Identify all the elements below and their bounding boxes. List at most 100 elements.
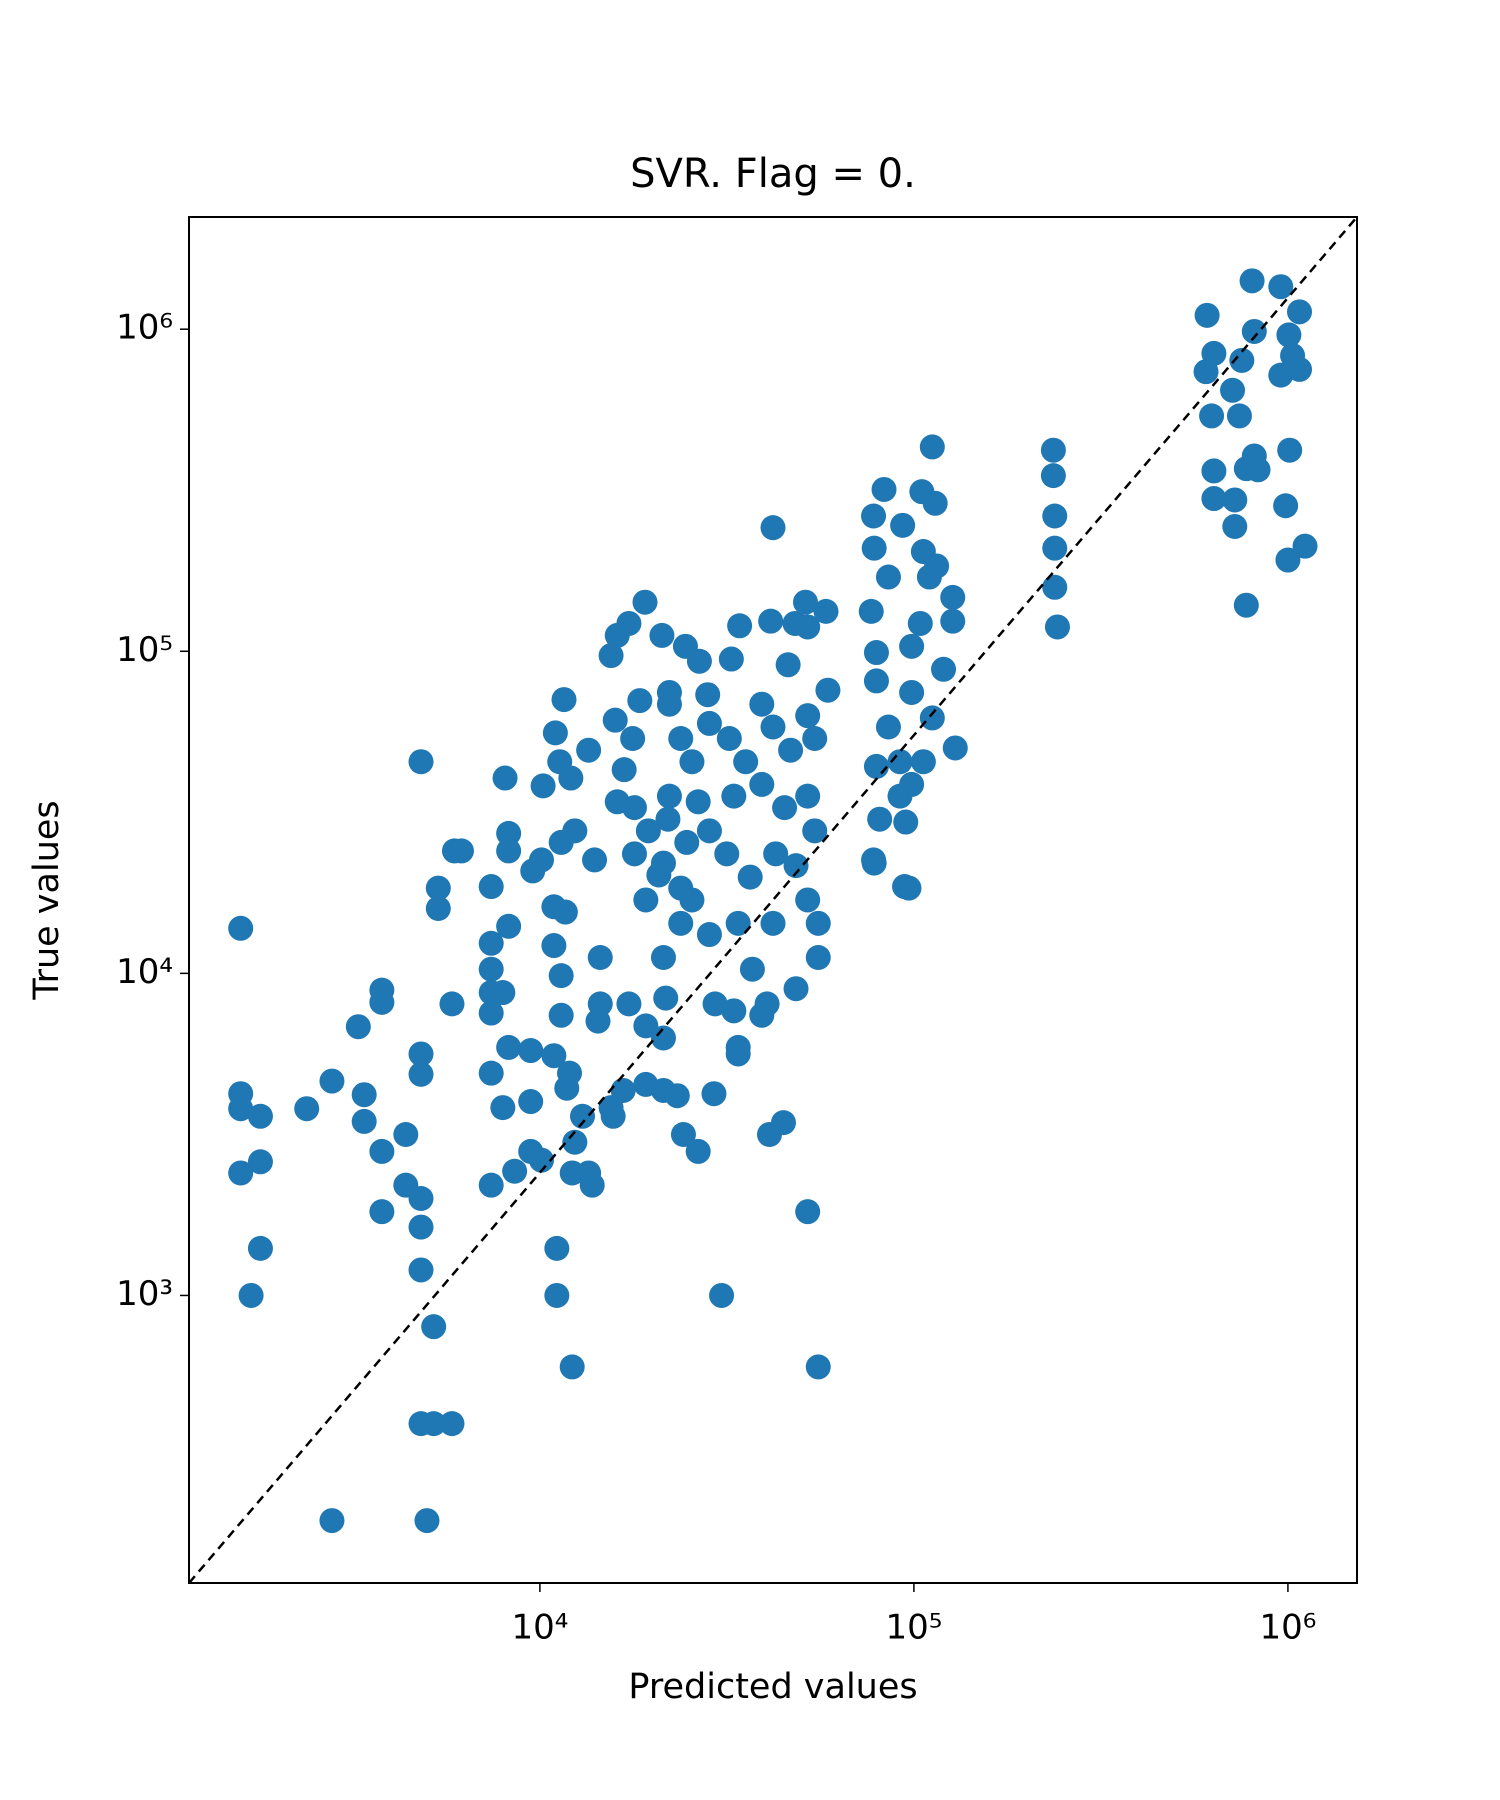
point — [490, 980, 516, 1006]
point — [670, 1122, 696, 1148]
point — [940, 608, 966, 634]
point — [749, 691, 775, 717]
point — [739, 956, 765, 982]
point — [802, 726, 828, 752]
point — [813, 598, 839, 624]
point — [1241, 443, 1267, 469]
point — [805, 945, 831, 971]
point — [502, 1158, 528, 1184]
point — [656, 679, 682, 705]
point — [910, 749, 936, 775]
point — [763, 841, 789, 867]
point — [1044, 614, 1070, 640]
point — [1201, 486, 1227, 512]
point — [695, 682, 721, 708]
point — [602, 707, 628, 733]
point — [351, 1108, 377, 1134]
point — [1222, 487, 1248, 513]
point — [805, 910, 831, 936]
point — [1042, 535, 1068, 561]
point — [714, 841, 740, 867]
point — [425, 875, 451, 901]
point — [635, 818, 661, 844]
point — [650, 850, 676, 876]
point — [685, 789, 711, 815]
point — [351, 1082, 377, 1108]
point — [760, 714, 786, 740]
point — [319, 1508, 345, 1534]
point — [795, 703, 821, 729]
point — [1233, 592, 1259, 618]
point — [931, 656, 957, 682]
point — [760, 910, 786, 936]
point — [802, 818, 828, 844]
point — [490, 1095, 516, 1121]
point — [861, 847, 887, 873]
point — [439, 1411, 465, 1437]
point — [408, 1041, 434, 1067]
point — [696, 922, 722, 948]
point — [478, 956, 504, 982]
point — [672, 633, 698, 659]
point — [1273, 493, 1299, 519]
point — [610, 1077, 636, 1103]
point — [668, 910, 694, 936]
point — [887, 749, 913, 775]
point — [875, 714, 901, 740]
point — [942, 735, 968, 761]
point — [369, 1138, 395, 1164]
point — [1220, 377, 1246, 403]
point — [492, 765, 518, 791]
point — [369, 989, 395, 1015]
point — [496, 838, 522, 864]
point — [871, 476, 897, 502]
point — [899, 679, 925, 705]
point — [541, 1043, 567, 1069]
point — [1229, 347, 1255, 373]
point — [858, 598, 884, 624]
point — [616, 610, 642, 636]
point — [633, 1013, 659, 1039]
point — [775, 652, 801, 678]
point — [408, 1214, 434, 1240]
point — [795, 1199, 821, 1225]
point — [770, 1110, 796, 1136]
y-tick-label: 10⁴ — [116, 952, 173, 992]
point — [679, 749, 705, 775]
point — [924, 553, 950, 579]
point — [749, 771, 775, 797]
point — [228, 1160, 254, 1186]
point — [496, 1034, 522, 1060]
point — [758, 608, 784, 634]
point — [861, 503, 887, 529]
point — [1040, 437, 1066, 463]
point — [1199, 403, 1225, 429]
point — [576, 737, 602, 763]
plot-frame — [188, 216, 1358, 1584]
point — [478, 874, 504, 900]
point — [649, 622, 675, 648]
point — [562, 818, 588, 844]
point — [650, 945, 676, 971]
point — [1222, 513, 1248, 539]
point — [861, 535, 887, 561]
point — [228, 1096, 254, 1122]
point — [478, 1172, 504, 1198]
point — [585, 1008, 611, 1034]
y-tick-label: 10⁵ — [116, 630, 173, 670]
point — [541, 933, 567, 959]
point — [439, 991, 465, 1017]
point — [247, 1235, 273, 1261]
x-tick-label: 10⁶ — [1259, 1608, 1316, 1648]
point — [899, 633, 925, 659]
point — [496, 913, 522, 939]
point — [940, 584, 966, 610]
point — [907, 610, 933, 636]
point — [1193, 359, 1219, 385]
point — [247, 1103, 273, 1129]
y-axis-label: True values — [27, 800, 67, 1000]
point — [408, 1257, 434, 1283]
point — [1042, 503, 1068, 529]
point — [685, 1138, 711, 1164]
point — [529, 847, 555, 873]
